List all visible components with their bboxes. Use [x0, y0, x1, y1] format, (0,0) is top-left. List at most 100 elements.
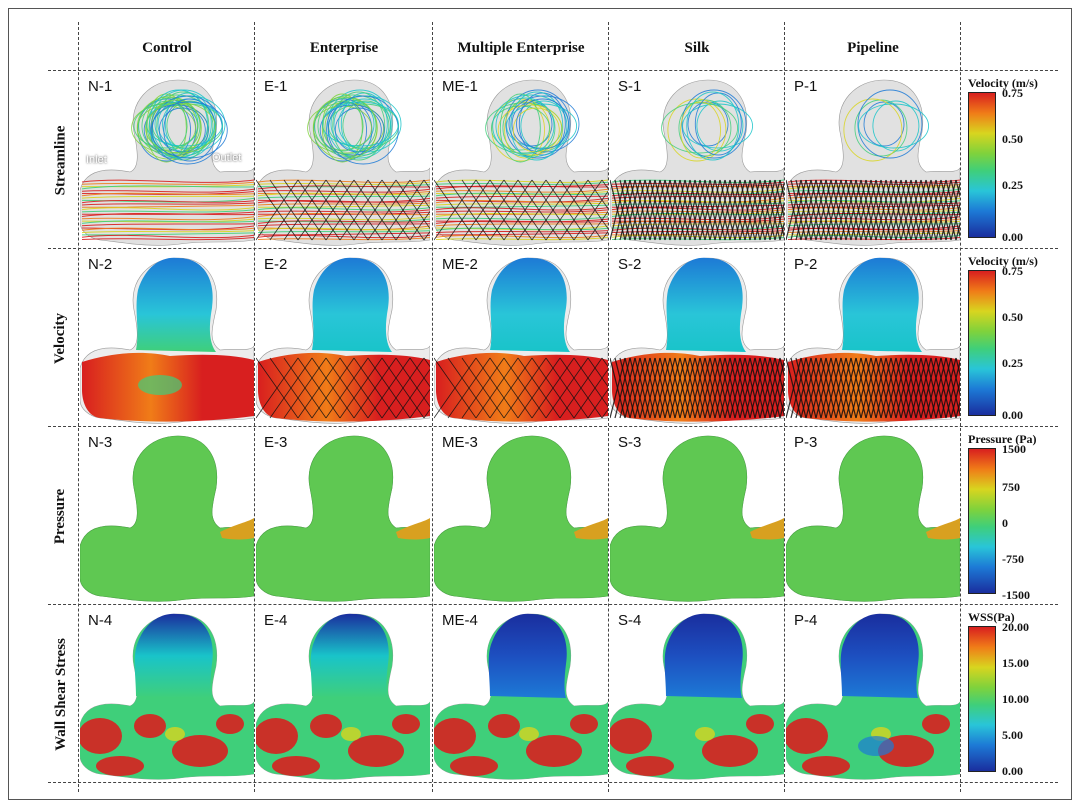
outlet-annotation: Outlet: [212, 152, 242, 164]
column-header-control: Control: [142, 40, 192, 56]
panel-label: S-2: [618, 256, 642, 273]
colorbar-tick: 1500: [1002, 442, 1026, 456]
inlet-annotation: Inlet: [86, 154, 107, 166]
colorbar-tick: 5.00: [1002, 728, 1023, 742]
panel-label: E-1: [264, 78, 288, 95]
figure-frame: [8, 8, 1072, 800]
panel-n-3: N-3: [80, 428, 254, 604]
grid-line: [608, 22, 609, 792]
colorbar-tick: 0.00: [1002, 408, 1023, 422]
panel-n-1: N-1 Inlet Outlet: [80, 72, 254, 248]
panel-render: [786, 613, 960, 780]
colorbar-title: Pressure (Pa): [968, 432, 1037, 446]
colorbar-tick: 0.75: [1002, 86, 1023, 100]
grid-line: [784, 22, 785, 792]
colorbar-tick: 15.00: [1002, 656, 1029, 670]
colorbar-tick: 0.00: [1002, 764, 1023, 778]
panel-label: ME-4: [442, 612, 478, 629]
colorbar-tick: 0: [1002, 516, 1008, 530]
colorbar-tick: 0.50: [1002, 310, 1023, 324]
row-header-velocity: Velocity: [52, 312, 69, 364]
grid-line: [78, 22, 79, 792]
colorbar-wss: WSS(Pa) 20.00 15.00 10.00 5.00 0.00: [962, 606, 1072, 782]
colorbar-tick: -750: [1002, 552, 1024, 566]
panel-s-4: S-4: [610, 606, 784, 782]
row-header-streamline: Streamline: [52, 125, 69, 195]
panel-label: S-1: [618, 78, 642, 95]
panel-render: [80, 435, 254, 602]
panel-render: [434, 79, 608, 246]
panel-n-2: N-2: [80, 250, 254, 426]
colorbar-tick: 0.00: [1002, 230, 1023, 244]
panel-label: N-2: [88, 256, 113, 273]
row-header-wall-shear-stress: Wall Shear Stress: [52, 637, 69, 751]
grid-line: [960, 22, 961, 792]
panel-label: ME-2: [442, 256, 478, 273]
panel-render: [610, 435, 784, 602]
column-header-enterprise: Enterprise: [309, 40, 379, 56]
column-header-multiple-enterprise: Multiple Enterprise: [457, 40, 585, 56]
panel-render: [80, 257, 254, 424]
colorbar-pressure: Pressure (Pa) 1500 750 0 -750 -1500: [962, 428, 1072, 604]
panel-e-3: E-3: [256, 428, 430, 604]
colorbar-gradient: [968, 270, 996, 416]
colorbar-tick: 0.75: [1002, 264, 1023, 278]
colorbar-velocity: Velocity (m/s) 0.75 0.50 0.25 0.00: [962, 250, 1072, 426]
colorbar-streamline-velocity: Velocity (m/s) 0.75 0.50 0.25 0.00: [962, 72, 1072, 248]
grid-line: [48, 248, 1058, 249]
colorbar-title: Velocity (m/s): [968, 254, 1038, 268]
panel-label: N-4: [88, 612, 113, 629]
panel-s-1: S-1: [610, 72, 784, 248]
panel-render: [786, 257, 960, 424]
panel-render: [610, 257, 784, 424]
colorbar-tick: 0.25: [1002, 178, 1023, 192]
panel-label: P-2: [794, 256, 818, 273]
colorbar-gradient: [968, 448, 996, 594]
panel-p-2: P-2: [786, 250, 960, 426]
grid-line: [48, 782, 1058, 783]
grid-line: [48, 426, 1058, 427]
panel-n-4: N-4: [80, 606, 254, 782]
panel-label: S-4: [618, 612, 642, 629]
panel-me-3: ME-3: [434, 428, 608, 604]
column-header-silk: Silk: [684, 40, 710, 56]
grid-line: [48, 604, 1058, 605]
panel-label: E-4: [264, 612, 288, 629]
panel-p-3: P-3: [786, 428, 960, 604]
panel-render: [434, 613, 608, 780]
row-header-pressure: Pressure: [52, 488, 69, 544]
panel-me-1: ME-1: [434, 72, 608, 248]
panel-label: S-3: [618, 434, 642, 451]
panel-label: P-4: [794, 612, 818, 629]
panel-me-2: ME-2: [434, 250, 608, 426]
colorbar-gradient: [968, 626, 996, 772]
colorbar-tick: 10.00: [1002, 692, 1029, 706]
panel-render: [256, 435, 430, 602]
panel-render: [610, 613, 784, 780]
panel-label: N-1: [88, 78, 113, 95]
panel-render: [434, 257, 608, 424]
colorbar-tick: 0.25: [1002, 356, 1023, 370]
colorbar-gradient: [968, 92, 996, 238]
panel-p-1: P-1: [786, 72, 960, 248]
panel-render: [434, 435, 608, 602]
panel-render: [786, 435, 960, 602]
panel-me-4: ME-4: [434, 606, 608, 782]
panel-s-2: S-2: [610, 250, 784, 426]
colorbar-tick: 0.50: [1002, 132, 1023, 146]
panel-label: ME-1: [442, 78, 478, 95]
colorbar-tick: 20.00: [1002, 620, 1029, 634]
grid-line: [432, 22, 433, 792]
column-header-pipeline: Pipeline: [847, 40, 899, 56]
panel-label: P-3: [794, 434, 818, 451]
panel-render: [786, 79, 960, 246]
panel-label: ME-3: [442, 434, 478, 451]
grid-line: [48, 70, 1058, 71]
colorbar-title: WSS(Pa): [968, 610, 1015, 624]
panel-p-4: P-4: [786, 606, 960, 782]
colorbar-tick: -1500: [1002, 588, 1030, 602]
panel-render: [256, 79, 430, 246]
panel-label: E-2: [264, 256, 288, 273]
panel-label: E-3: [264, 434, 288, 451]
panel-s-3: S-3: [610, 428, 784, 604]
